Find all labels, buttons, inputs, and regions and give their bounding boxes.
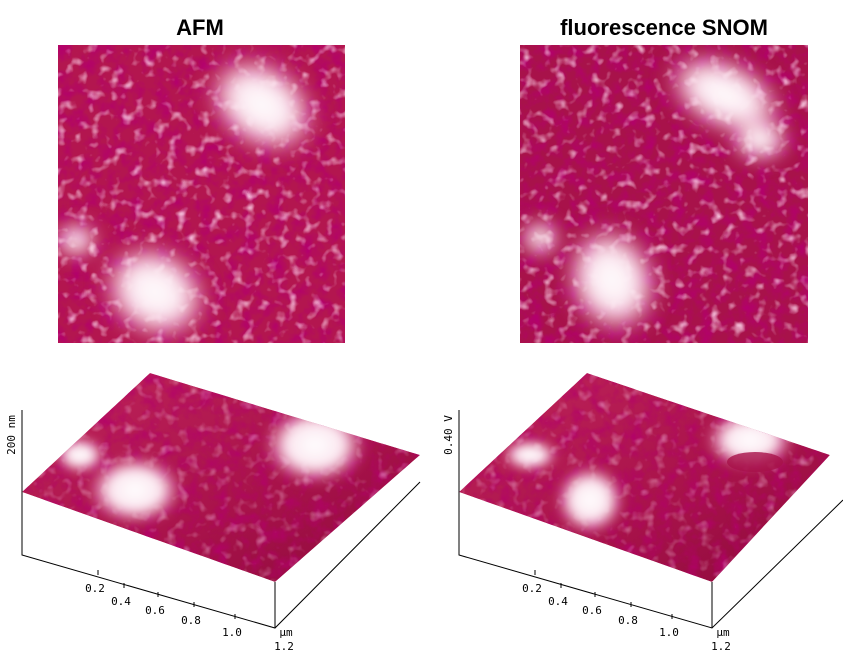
- panel-title: AFM: [176, 15, 224, 40]
- x-tick-label: 0.6: [145, 604, 165, 617]
- z-axis-label: 0.40 V: [442, 415, 455, 455]
- x-tick-label: 0.4: [548, 595, 568, 608]
- x-tick-label: 0.8: [181, 614, 201, 627]
- afm-map: [58, 45, 345, 343]
- x-tick-label: 0.4: [111, 595, 131, 608]
- x-unit: µm: [716, 626, 730, 639]
- x-tick-label: 0.2: [85, 582, 105, 595]
- z-axis-label: 200 nm: [5, 415, 18, 455]
- x-tick-label: 0.8: [618, 614, 638, 627]
- x-tick-label: 0.6: [582, 604, 602, 617]
- x-tick-label: 0.2: [522, 582, 542, 595]
- snom-map: [520, 45, 808, 343]
- x-tick-label: 1.0: [659, 626, 679, 639]
- x-end-label: 1.2: [711, 640, 731, 651]
- afm-surface: [21, 373, 421, 629]
- panel-title: fluorescence SNOM: [560, 15, 768, 40]
- snom-surface: [458, 373, 843, 629]
- x-tick-label: 1.0: [222, 626, 242, 639]
- x-end-label: 1.2: [274, 640, 294, 651]
- x-unit: µm: [279, 626, 293, 639]
